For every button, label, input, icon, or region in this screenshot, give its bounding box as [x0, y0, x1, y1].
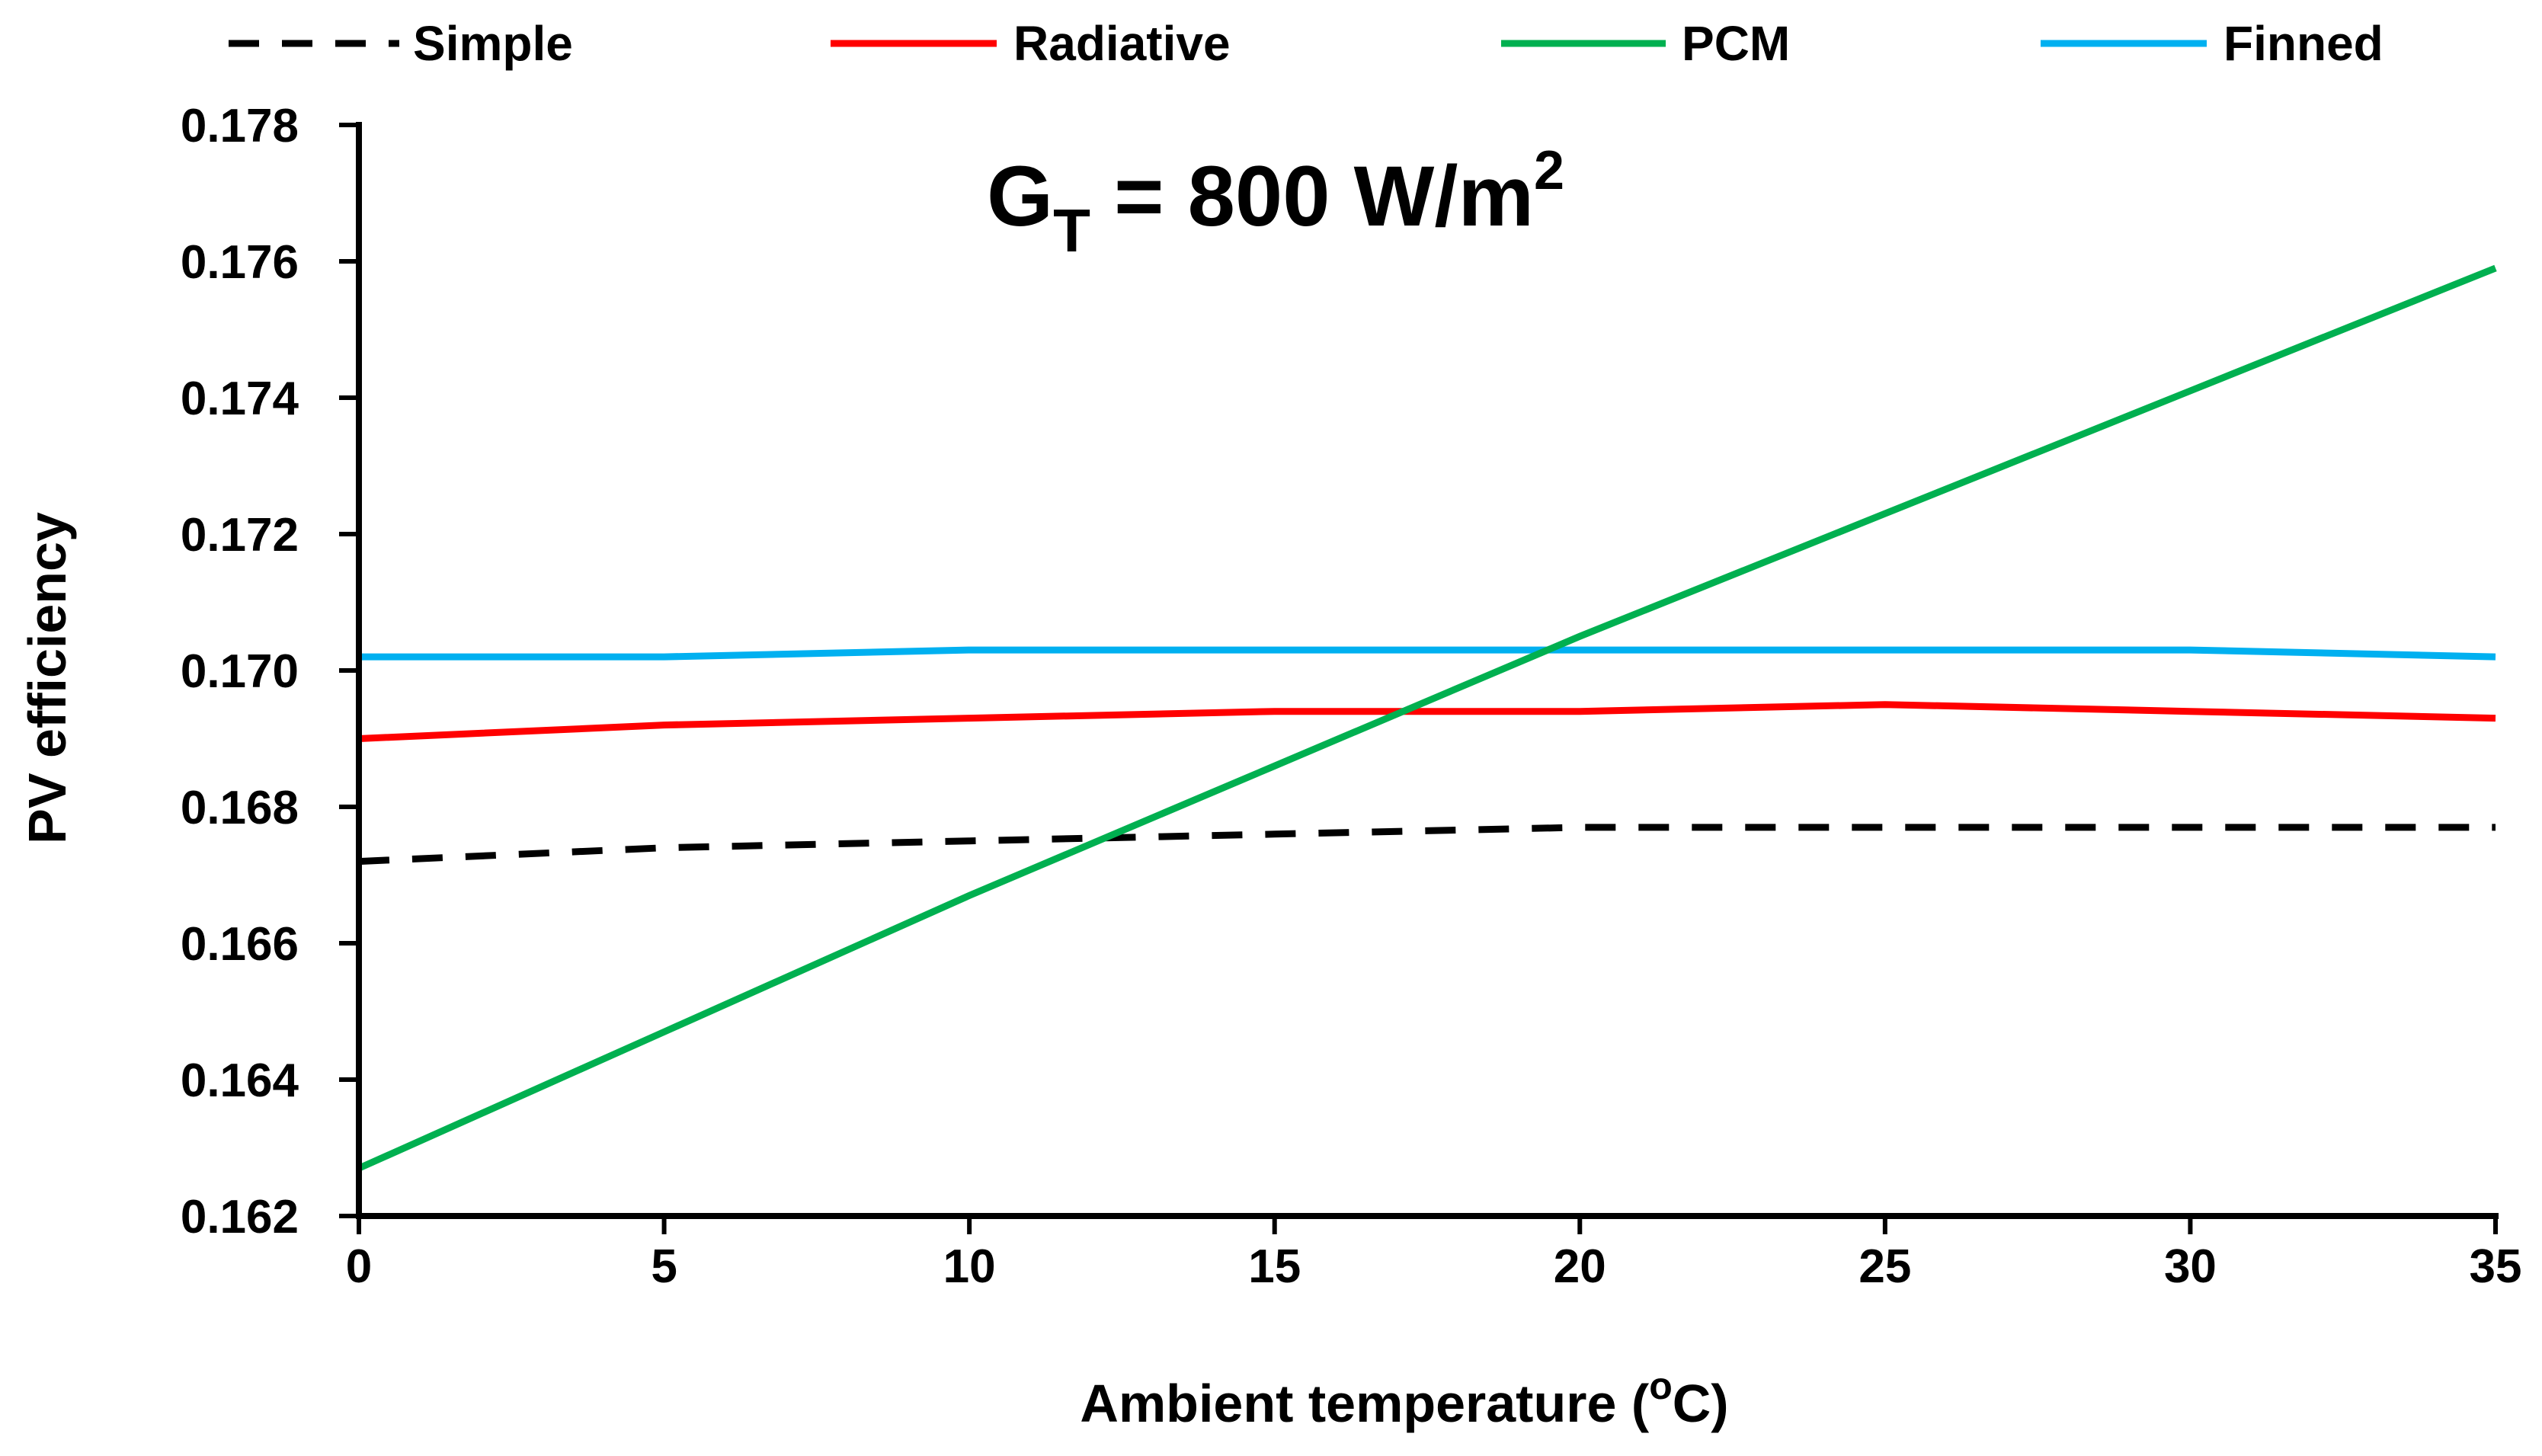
series-line-radiative — [358, 701, 2496, 742]
x-tick-label: 20 — [1554, 1240, 1606, 1293]
y-tick-label: 0.162 — [181, 1191, 299, 1243]
x-tick-label: 10 — [943, 1240, 996, 1293]
y-ticks: 0.162 0.164 0.166 0.168 0.170 0.172 0.174 0.176… — [181, 100, 359, 1243]
legend: Simple Radiative PCM Finned — [229, 16, 2384, 71]
legend-label-simple: Simple — [413, 16, 573, 71]
x-tick-label: 25 — [1858, 1240, 1911, 1293]
x-axis-title: Ambient temperature (oC) — [1080, 1365, 1728, 1433]
series-line-finned — [359, 646, 2496, 661]
legend-label-pcm: PCM — [1682, 16, 1790, 71]
y-tick-label: 0.164 — [181, 1054, 299, 1107]
legend-label-radiative: Radiative — [1013, 16, 1231, 71]
x-tick-label: 30 — [2164, 1240, 2217, 1293]
y-tick-label: 0.178 — [181, 100, 299, 152]
series-line-pcm — [357, 264, 2497, 1172]
y-tick-label: 0.174 — [181, 373, 299, 425]
y-tick-label: 0.166 — [181, 918, 299, 971]
y-tick-label: 0.176 — [181, 236, 299, 289]
legend-label-finned: Finned — [2223, 16, 2384, 71]
y-tick-label: 0.172 — [181, 509, 299, 562]
x-ticks: 0 5 10 15 20 25 30 35 — [346, 1216, 2522, 1293]
x-tick-label: 5 — [651, 1240, 677, 1293]
x-tick-label: 35 — [2470, 1240, 2522, 1293]
y-axis-title: PV efficiency — [18, 512, 77, 844]
chart-annotation: GT = 800 W/m2 — [987, 140, 1564, 264]
y-tick-label: 0.170 — [181, 645, 299, 698]
series-group — [357, 264, 2497, 1172]
x-tick-label: 15 — [1248, 1240, 1301, 1293]
series-line-simple — [358, 824, 2496, 866]
x-tick-label: 0 — [346, 1240, 372, 1293]
y-tick-label: 0.168 — [181, 782, 299, 834]
